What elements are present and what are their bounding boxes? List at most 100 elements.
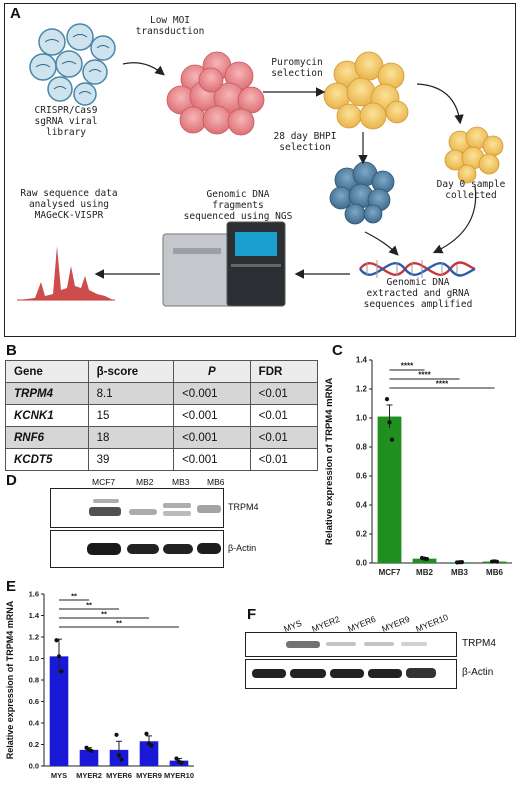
y-tick-label: 0.8 xyxy=(29,676,39,685)
trpm4-blot-f xyxy=(245,632,457,657)
y-tick-label: 0.0 xyxy=(356,559,368,568)
table-row: TRPM4 8.1 <0.001 <0.01 xyxy=(5,382,319,405)
table-cell: <0.01 xyxy=(249,404,319,427)
x-tick-label: MYS xyxy=(51,771,67,780)
data-point xyxy=(116,753,122,758)
data-point xyxy=(174,756,179,761)
significance-label: ** xyxy=(116,619,122,628)
resistant-cell-cluster-icon xyxy=(329,161,395,225)
lane-label: MYER2 xyxy=(310,613,342,634)
table-cell: 39 xyxy=(87,448,175,471)
x-tick-label: MYER10 xyxy=(164,771,194,780)
y-tick-label: 1.2 xyxy=(29,633,39,642)
significance-label: **** xyxy=(418,371,431,380)
y-tick-label: 1.0 xyxy=(356,414,368,423)
lane-label: MB2 xyxy=(136,477,154,487)
table-header: FDR xyxy=(249,360,319,383)
y-axis-label: Relative expression of TRPM4 mRNA xyxy=(5,600,15,759)
table-cell: <0.01 xyxy=(249,448,319,471)
panel-c-label: C xyxy=(332,342,343,359)
workflow-arrows xyxy=(94,62,477,279)
table-header: P xyxy=(173,360,251,383)
significance-label: **** xyxy=(436,380,449,389)
data-point xyxy=(389,437,395,442)
trpm4-blot-d xyxy=(50,488,224,528)
lane-label: MYER10 xyxy=(414,611,450,634)
y-tick-label: 0.6 xyxy=(29,697,39,706)
table-row: RNF6 18 <0.001 <0.01 xyxy=(5,426,319,449)
band-label-trpm4: TRPM4 xyxy=(462,638,496,649)
panel-e-label: E xyxy=(6,578,17,595)
y-tick-label: 0.4 xyxy=(356,501,368,510)
ngs-sequencer-icon xyxy=(162,221,286,307)
table-cell: <0.001 xyxy=(173,382,251,405)
x-tick-label: MCF7 xyxy=(379,568,401,577)
data-point xyxy=(54,638,59,643)
library-label: CRISPR/Cas9 sgRNA viral library xyxy=(34,105,98,138)
actin-blot-f xyxy=(245,659,457,689)
bar xyxy=(139,741,159,766)
lane-label: MCF7 xyxy=(92,477,116,487)
bar xyxy=(49,656,69,766)
lane-label: MB3 xyxy=(172,477,190,487)
lane-label: MYER9 xyxy=(380,613,412,634)
panel-d-label: D xyxy=(6,472,17,489)
genomic-dna-label: Genomic DNA extracted and gRNA sequences… xyxy=(363,277,473,310)
table-row: KCNK1 15 <0.001 <0.01 xyxy=(5,404,319,427)
data-point xyxy=(494,559,500,564)
raw-data-label: Raw sequence data analysed using MAGeCK-… xyxy=(20,188,118,221)
lane-label: MYER6 xyxy=(346,613,378,634)
bhpi-label: 28 day BHPI selection xyxy=(273,131,337,153)
y-axis-label: Relative expression of TRPM4 mRNA xyxy=(324,378,335,545)
day0-label: Day 0 sample collected xyxy=(436,179,506,201)
data-point xyxy=(149,743,154,748)
table-cell: 8.1 xyxy=(87,382,175,405)
transduction-label: Low MOI transduction xyxy=(135,15,205,37)
viral-library-icon xyxy=(29,23,116,106)
actin-bands xyxy=(252,668,436,678)
gene-cell: RNF6 xyxy=(5,426,89,449)
panel-b-label: B xyxy=(6,342,17,359)
yellow-cell-cluster-icon xyxy=(323,51,409,130)
y-tick-label: 0.2 xyxy=(29,740,39,749)
gene-cell: TRPM4 xyxy=(5,382,89,405)
x-tick-label: MB2 xyxy=(416,568,433,577)
lane-label: MB6 xyxy=(207,477,225,487)
table-cell: 15 xyxy=(87,404,175,427)
y-tick-label: 1.6 xyxy=(29,590,39,599)
bar xyxy=(377,416,402,563)
x-tick-label: MB3 xyxy=(451,568,468,577)
x-tick-label: MYER6 xyxy=(106,771,132,780)
panel-f-label: F xyxy=(247,606,257,623)
table-cell: <0.001 xyxy=(173,426,251,449)
significance-label: ** xyxy=(71,592,77,601)
x-tick-label: MYER2 xyxy=(76,771,102,780)
table-cell: <0.001 xyxy=(173,404,251,427)
panel-a-label: A xyxy=(10,5,21,22)
significance-label: ** xyxy=(86,601,92,610)
trpm4-bands xyxy=(286,641,427,648)
table-cell: <0.001 xyxy=(173,448,251,471)
table-row: KCDT5 39 <0.001 <0.01 xyxy=(5,448,319,471)
y-tick-label: 0.4 xyxy=(29,719,40,728)
table-header: β-score xyxy=(87,360,175,383)
y-tick-label: 1.2 xyxy=(356,385,368,394)
data-point xyxy=(179,760,184,765)
y-tick-label: 1.4 xyxy=(356,356,368,365)
x-tick-label: MB6 xyxy=(486,568,503,577)
trpm4-bands xyxy=(89,499,221,516)
chart-c: 0.0 0.2 0.4 0.6 0.8 1.0 1.2 1.4 Relative express… xyxy=(324,356,512,577)
y-tick-label: 0.8 xyxy=(356,443,368,452)
sequence-peaks-icon xyxy=(17,246,115,301)
gene-cell: KCNK1 xyxy=(5,404,89,427)
data-point xyxy=(56,654,62,659)
table-header-row: Gene β-score P FDR xyxy=(5,360,319,383)
band-label-actin: β-Actin xyxy=(462,667,494,678)
table-cell: <0.01 xyxy=(249,426,319,449)
data-point xyxy=(144,731,149,736)
ngs-label: Genomic DNA fragments sequenced using NG… xyxy=(183,189,293,222)
y-tick-label: 1.4 xyxy=(29,611,40,620)
data-point xyxy=(424,556,430,562)
data-point xyxy=(119,757,124,762)
y-tick-label: 1.0 xyxy=(29,654,39,663)
